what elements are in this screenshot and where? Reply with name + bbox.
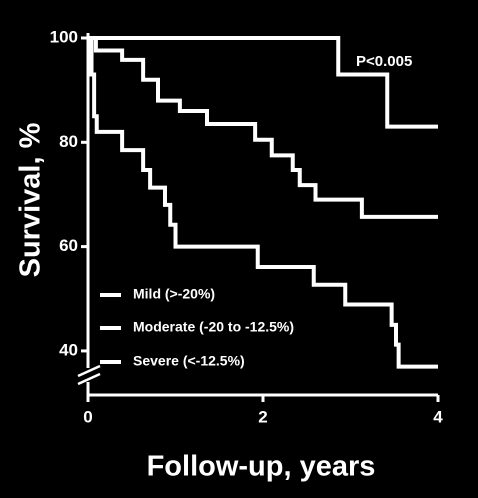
y-axis-label: Survival, % [15, 122, 47, 277]
y-tick-label: 40 [59, 340, 78, 359]
y-tick-label: 60 [59, 236, 78, 255]
annotation: P<0.005 [356, 53, 412, 70]
y-tick-label: 100 [50, 27, 78, 46]
x-tick-label: 4 [433, 407, 443, 426]
x-tick-label: 2 [258, 407, 267, 426]
legend-label: Moderate (-20 to -12.5%) [133, 319, 294, 335]
axis-break [77, 364, 101, 378]
x-axis-label: Follow-up, years [147, 451, 376, 483]
x-tick-label: 0 [83, 407, 92, 426]
survival-line [88, 36, 438, 219]
survival-line [88, 36, 438, 369]
survival-line [88, 36, 438, 129]
legend-label: Severe (<-12.5%) [133, 353, 245, 369]
legend-label: Mild (>-20%) [133, 286, 215, 302]
y-tick-label: 80 [59, 132, 78, 151]
axis-break [77, 372, 101, 386]
